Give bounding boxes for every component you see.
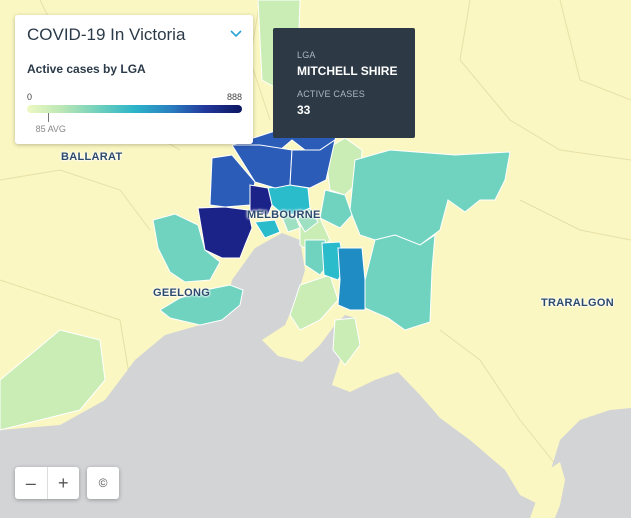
zoom-controls: – +: [15, 467, 79, 499]
attribution-button[interactable]: ©: [87, 467, 119, 499]
panel-title: COVID-19 In Victoria: [27, 25, 186, 44]
legend-subtitle: Active cases by LGA: [27, 62, 146, 76]
zoom-out-button[interactable]: –: [25, 472, 36, 493]
chevron-down-icon[interactable]: [229, 28, 243, 40]
tooltip-cases-value: 33: [297, 103, 311, 117]
zoom-in-button[interactable]: +: [57, 472, 69, 493]
color-ramp: [27, 105, 242, 113]
legend-min-label: 0: [27, 92, 33, 102]
average-tick: [47, 113, 49, 122]
water-body: [0, 233, 631, 518]
lga-mid: [152, 149, 511, 331]
city-label-melbourne: MELBOURNE: [247, 209, 321, 221]
city-label-geelong: GEELONG: [153, 287, 211, 299]
lga-dark: [197, 184, 273, 259]
average-label: 85 AVG: [35, 124, 66, 134]
legend-panel: COVID-19 In Victoria Active cases by LGA…: [15, 15, 253, 144]
zoom-divider: [46, 467, 48, 499]
tooltip-lga-value: MITCHELL SHIRE: [297, 64, 398, 78]
tooltip-cases-key: ACTIVE CASES: [297, 89, 365, 99]
lga-blue-mid: [337, 247, 366, 311]
city-label-ballarat: BALLARAT: [61, 151, 123, 163]
lga-inner: [279, 207, 319, 233]
city-label-traralgon: TRARALGON: [541, 297, 614, 309]
peninsula-land: [530, 462, 565, 518]
tooltip-lga-key: LGA: [297, 50, 316, 60]
lga-tooltip: LGA MITCHELL SHIRE ACTIVE CASES 33: [273, 28, 415, 138]
legend-max-label: 888: [226, 92, 242, 102]
